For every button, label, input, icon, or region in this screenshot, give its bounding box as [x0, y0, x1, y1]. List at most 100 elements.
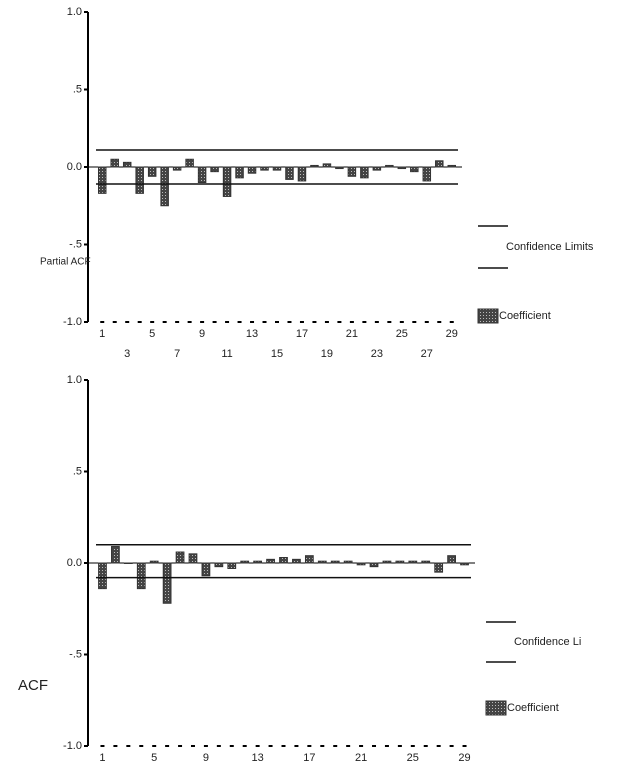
bar [297, 166, 307, 182]
bar [135, 166, 144, 194]
bar [385, 164, 394, 168]
bar [372, 166, 382, 171]
x-tick-label: 11 [221, 348, 232, 360]
bar [136, 562, 146, 590]
bar [227, 562, 237, 569]
x-tick-label: 25 [407, 752, 419, 764]
y-axis-label: Partial ACF [40, 257, 91, 268]
bar [335, 166, 344, 170]
bar [110, 158, 119, 168]
bar [447, 555, 456, 564]
x-tick-label: 1 [99, 752, 105, 764]
legend-label: Coefficient [499, 310, 551, 322]
x-tick-label: 5 [151, 752, 157, 764]
y-tick-label: 1.0 [67, 6, 82, 18]
bar [422, 166, 432, 182]
bar [247, 166, 257, 174]
bar [292, 558, 301, 564]
bar [369, 562, 379, 568]
bar [123, 562, 133, 564]
bar [343, 560, 353, 564]
x-tick-label: 23 [371, 348, 383, 360]
bar [147, 166, 157, 177]
bar [310, 164, 319, 168]
bar [172, 166, 182, 171]
bar [322, 163, 332, 168]
y-tick-label: 1.0 [67, 374, 82, 386]
x-tick-label: 21 [355, 752, 367, 764]
bar [397, 166, 407, 170]
y-tick-label: .5 [73, 83, 82, 95]
bar [408, 560, 418, 564]
x-tick-label: 17 [296, 328, 308, 340]
x-tick-label: 29 [446, 328, 458, 340]
bar [460, 562, 469, 566]
bar [279, 557, 288, 564]
bar [447, 164, 457, 168]
bar [253, 560, 263, 564]
x-tick-label: 27 [421, 348, 433, 360]
y-tick-label: 0.0 [67, 557, 82, 569]
x-tick-label: 9 [199, 328, 205, 340]
bar [188, 553, 198, 564]
y-tick-label: -1.0 [63, 740, 82, 752]
y-tick-label: -.5 [69, 238, 82, 250]
bar [356, 562, 366, 566]
x-tick-label: 5 [149, 328, 155, 340]
bar [304, 555, 314, 564]
legend-label: Confidence Limits [506, 241, 594, 253]
y-tick-label: -.5 [69, 648, 82, 660]
bar [317, 560, 327, 564]
bar [330, 560, 340, 564]
legend-swatch [477, 308, 499, 324]
y-tick-label: -1.0 [63, 316, 82, 328]
bar [185, 158, 194, 168]
bar [395, 560, 405, 564]
x-tick-label: 15 [271, 348, 283, 360]
bar [97, 166, 107, 194]
x-tick-label: 7 [174, 348, 180, 360]
x-tick-label: 17 [303, 752, 315, 764]
x-tick-label: 9 [203, 752, 209, 764]
legend-label: Confidence Li [514, 636, 581, 648]
x-tick-label: 25 [396, 328, 408, 340]
bar [160, 166, 169, 207]
bar [98, 562, 107, 590]
bar [201, 562, 211, 577]
bar [214, 562, 224, 568]
bar [410, 166, 419, 173]
bar [382, 560, 392, 564]
x-tick-label: 21 [346, 328, 358, 340]
bar [210, 166, 219, 173]
x-tick-label: 3 [124, 348, 130, 360]
bar [175, 551, 185, 564]
bar [421, 560, 431, 564]
y-tick-label: .5 [73, 465, 82, 477]
bar [240, 560, 250, 564]
x-tick-label: 19 [321, 348, 333, 360]
legend-label: Coefficient [507, 702, 559, 714]
bar [222, 166, 232, 197]
bar [347, 166, 357, 177]
bar [111, 546, 120, 564]
bar [434, 562, 444, 573]
bar [360, 166, 369, 179]
x-tick-label: 13 [246, 328, 258, 340]
bar [285, 166, 294, 180]
x-tick-label: 29 [458, 752, 470, 764]
y-tick-label: 0.0 [67, 161, 82, 173]
bar [197, 166, 207, 183]
x-tick-label: 1 [99, 328, 105, 340]
bar [149, 560, 159, 564]
legend-swatch [485, 700, 507, 716]
bar [266, 558, 275, 564]
y-axis-label: ACF [18, 677, 48, 694]
x-tick-label: 13 [252, 752, 264, 764]
bar [260, 166, 269, 171]
bar [272, 166, 282, 171]
bar [435, 160, 444, 168]
bar [235, 166, 244, 179]
bar [122, 161, 132, 168]
bar [162, 562, 172, 604]
